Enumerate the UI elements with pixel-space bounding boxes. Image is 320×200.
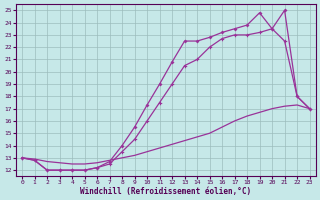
X-axis label: Windchill (Refroidissement éolien,°C): Windchill (Refroidissement éolien,°C) bbox=[80, 187, 252, 196]
